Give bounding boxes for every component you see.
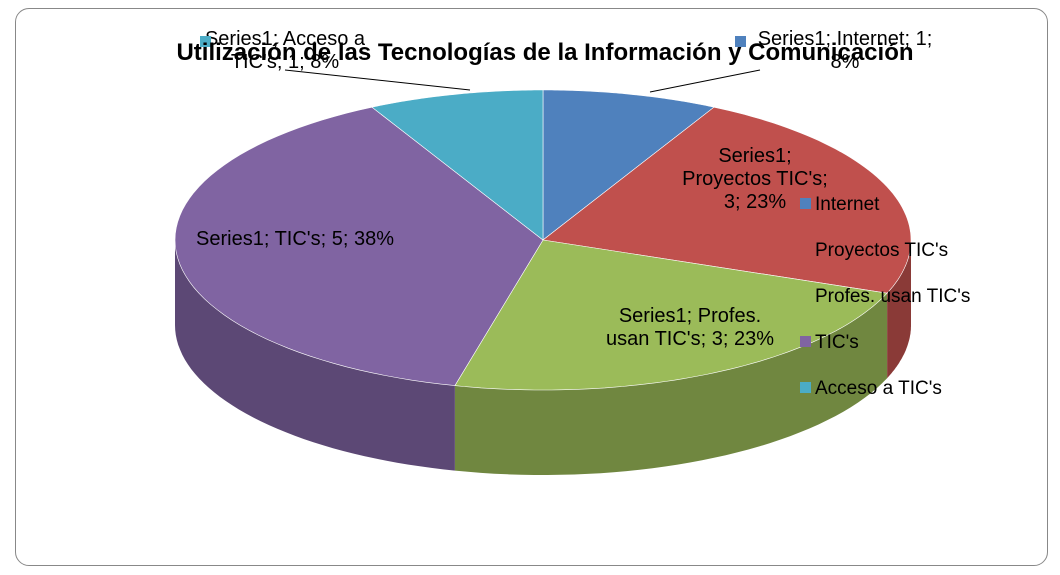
legend-label: TIC's [815,332,859,353]
label-key [595,313,606,324]
legend-label: Internet [815,194,880,215]
legend-entry: Internet [800,194,879,216]
legend-key [800,382,811,393]
label-key [185,236,196,247]
pie-slice [542,89,715,241]
chart-border [15,8,1048,566]
leader-line [284,69,471,91]
legend-entry: Acceso a TIC's [800,378,942,400]
legend-key [800,290,811,301]
pie-side [175,240,455,471]
legend-key [800,336,811,347]
data-label: Series1; Profes. usan TIC's; 3; 23% [606,305,774,350]
data-label: Series1; Acceso a TIC's; 1; 8% [204,28,366,73]
data-label: Series1; TIC's; 5; 38% [196,228,394,250]
legend-entry: Profes. usan TIC's [800,286,970,308]
legend-label: Profes. usan TIC's [815,286,971,307]
data-label: Series1; Internet; 1; 8% [757,28,933,73]
pie-slice [542,106,912,294]
legend-label: Acceso a TIC's [815,378,942,399]
pie-slice [371,89,544,241]
legend-entry: Proyectos TIC's [800,240,948,262]
pie-side [887,240,911,379]
legend-entry: TIC's [800,332,859,354]
pie-side [454,293,888,475]
data-label: Series1; Proyectos TIC's; 3; 23% [682,145,828,213]
legend-key [800,198,811,209]
label-key [670,153,681,164]
legend-label: Proyectos TIC's [815,240,949,261]
chart-title: Utilización de las Tecnologías de la Inf… [176,39,914,66]
pie-slice [174,106,544,386]
label-key [200,36,211,47]
pie-slice [454,239,888,391]
leader-line [649,69,761,93]
label-key [735,36,746,47]
legend-key [800,244,811,255]
